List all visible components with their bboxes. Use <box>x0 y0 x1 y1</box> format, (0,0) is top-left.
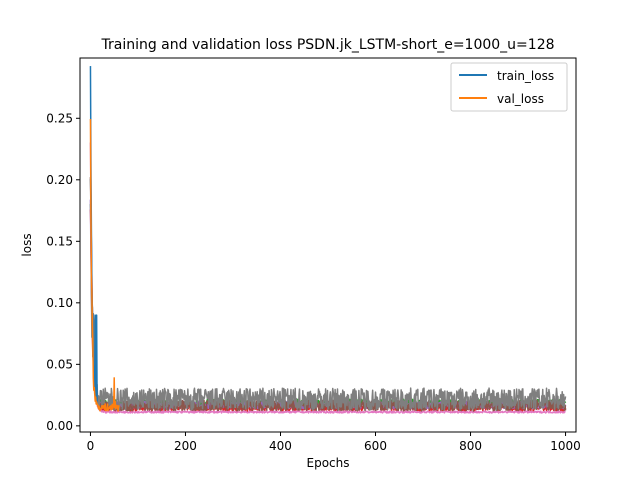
x-tick-label: 0 <box>87 439 95 453</box>
legend-label-train-loss: train_loss <box>497 69 554 83</box>
x-tick-label: 400 <box>269 439 292 453</box>
plot-area <box>79 57 577 433</box>
series-line-4 <box>89 199 567 410</box>
y-tick-label: 0.10 <box>46 296 73 310</box>
series-line-3 <box>89 209 567 412</box>
series-line-1 <box>89 118 120 412</box>
legend-label-val-loss: val_loss <box>497 92 544 106</box>
x-axis: 0 200 400 600 800 1000 <box>87 432 581 453</box>
series-line-2 <box>89 204 567 409</box>
x-tick-label: 600 <box>364 439 387 453</box>
chart-title: Training and validation loss PSDN.jk_LST… <box>100 37 554 53</box>
y-axis-label: loss <box>20 233 34 256</box>
series-line-5 <box>89 177 567 413</box>
y-axis: 0.00 0.05 0.10 0.15 0.20 0.25 <box>46 111 80 433</box>
series-line-7 <box>89 179 567 411</box>
legend: train_loss val_loss <box>450 62 568 112</box>
x-axis-label: Epochs <box>307 456 350 470</box>
y-tick-label: 0.05 <box>46 357 73 371</box>
x-tick-label: 800 <box>459 439 482 453</box>
y-tick-label: 0.00 <box>46 419 73 433</box>
x-tick-label: 200 <box>174 439 197 453</box>
y-tick-label: 0.20 <box>46 173 73 187</box>
series-line-6 <box>89 142 566 414</box>
x-tick-label: 1000 <box>550 439 581 453</box>
y-tick-label: 0.25 <box>46 111 73 125</box>
plot-frame <box>79 57 577 433</box>
y-tick-label: 0.15 <box>46 234 73 248</box>
